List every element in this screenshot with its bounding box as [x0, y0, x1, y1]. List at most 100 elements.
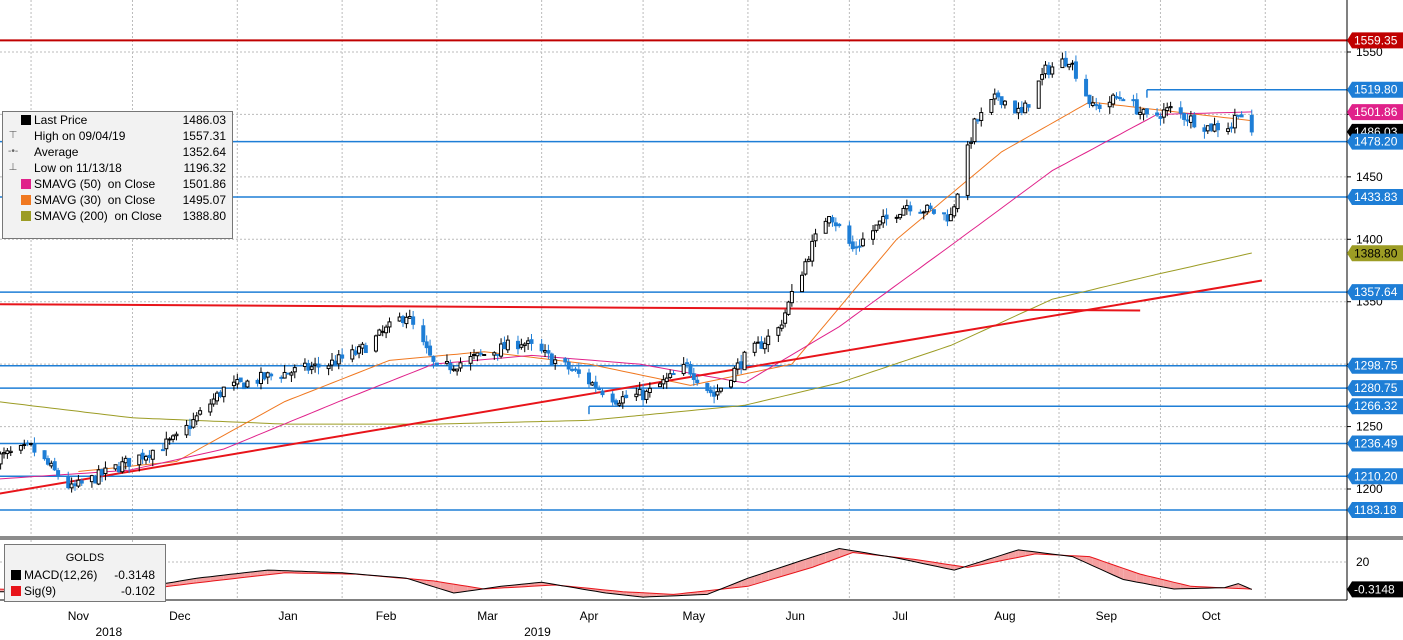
support-trendline: [0, 279, 1263, 495]
candle: [1063, 51, 1068, 68]
candle: [1019, 101, 1024, 116]
candle: [353, 346, 358, 357]
candle-body: [1168, 106, 1173, 109]
candle-body: [800, 274, 805, 293]
candle-body: [306, 363, 311, 371]
candle: [127, 457, 132, 474]
price-tag-bg: [1347, 81, 1403, 98]
macd-line: [0, 547, 1252, 598]
candle: [634, 387, 639, 401]
candle-body: [965, 144, 970, 196]
candle-body: [786, 301, 791, 315]
candle-body: [353, 350, 358, 355]
candle: [1084, 74, 1089, 97]
candle-body: [762, 342, 767, 350]
sma50-line: [0, 111, 1252, 480]
x-month-label: Sep: [1096, 609, 1118, 623]
candle: [384, 324, 389, 339]
candle: [187, 418, 192, 436]
price-tag-label: 1183.18: [1354, 503, 1397, 517]
macd-histogram-fill: [775, 567, 782, 579]
candle: [1232, 108, 1237, 134]
candle-body: [1067, 63, 1072, 68]
candle-body: [1239, 114, 1244, 118]
candle-body: [969, 141, 974, 144]
macd-histogram-fill: [1163, 579, 1171, 589]
candle: [218, 390, 223, 399]
candle: [563, 357, 568, 367]
candle-body: [137, 454, 142, 466]
candle-body: [1141, 108, 1146, 115]
candle-body: [100, 469, 105, 476]
candle-body: [975, 119, 980, 122]
candle: [965, 141, 970, 201]
candle-body: [1043, 64, 1048, 75]
candle: [1144, 108, 1149, 118]
candle-body: [614, 400, 619, 405]
candle: [448, 359, 453, 374]
candle-body: [641, 389, 646, 401]
candle-body: [620, 396, 625, 404]
candle-body: [644, 390, 649, 400]
legend-label: High on 09/04/19: [34, 129, 126, 143]
candle: [789, 284, 794, 307]
candle: [404, 312, 409, 329]
candle: [800, 271, 805, 293]
candle: [908, 201, 913, 216]
candle-body: [732, 367, 737, 382]
candle-body: [377, 329, 382, 336]
candle: [1117, 91, 1122, 102]
candle-body: [171, 435, 176, 440]
candle-body: [89, 475, 94, 483]
candle: [1050, 62, 1055, 78]
candle-body: [996, 92, 1001, 98]
candle: [1131, 94, 1136, 107]
candle: [0, 451, 3, 470]
price-tag-bg: [1347, 468, 1403, 485]
macd-histogram-fill: [825, 550, 833, 563]
candle-body: [495, 353, 500, 356]
candle: [123, 455, 128, 470]
macd-histogram-fill: [805, 557, 813, 570]
candle-body: [340, 354, 345, 359]
candle-body: [1155, 112, 1160, 116]
y-tick-label: 1400: [1356, 232, 1383, 246]
candle: [546, 344, 551, 360]
candle: [8, 446, 13, 457]
candle-body: [431, 355, 436, 362]
legend-row-sma200: SMAVG (200) on Close 1388.80: [3, 208, 232, 224]
candle: [1226, 122, 1231, 135]
candle-body: [22, 444, 27, 447]
candle: [779, 319, 784, 332]
candle-body: [1097, 104, 1102, 109]
macd-legend-value: -0.102: [120, 584, 155, 598]
candle: [570, 365, 575, 372]
candle-body: [187, 425, 192, 430]
price-tag-bg: [1347, 189, 1403, 206]
candle: [833, 217, 838, 232]
candle-body: [539, 343, 544, 352]
macd-histogram-fill: [1150, 576, 1158, 586]
candle-body: [373, 335, 378, 352]
candle-body: [647, 387, 652, 393]
candle: [100, 468, 105, 482]
candle: [502, 336, 507, 350]
macd-histogram-fill: [754, 573, 762, 585]
x-month-label: Oct: [1202, 609, 1221, 623]
macd-histogram-fill: [747, 576, 755, 587]
legend-value: 1388.80: [182, 209, 226, 223]
price-tag-label: 1559.35: [1354, 33, 1398, 47]
candle-body: [1226, 128, 1231, 132]
grid: [0, 0, 1347, 600]
candle: [93, 474, 98, 484]
candle-body: [93, 475, 98, 484]
macd-y-tick-label: 20: [1356, 555, 1370, 569]
candle-body: [586, 372, 591, 385]
price-tag-bg: [1347, 32, 1403, 49]
candle: [208, 399, 213, 416]
candle: [644, 389, 649, 404]
macd-histogram-fill: [1143, 575, 1151, 585]
candle-body: [1107, 101, 1112, 108]
candle-body: [265, 372, 270, 378]
price-tag-label: 1433.83: [1354, 190, 1398, 204]
